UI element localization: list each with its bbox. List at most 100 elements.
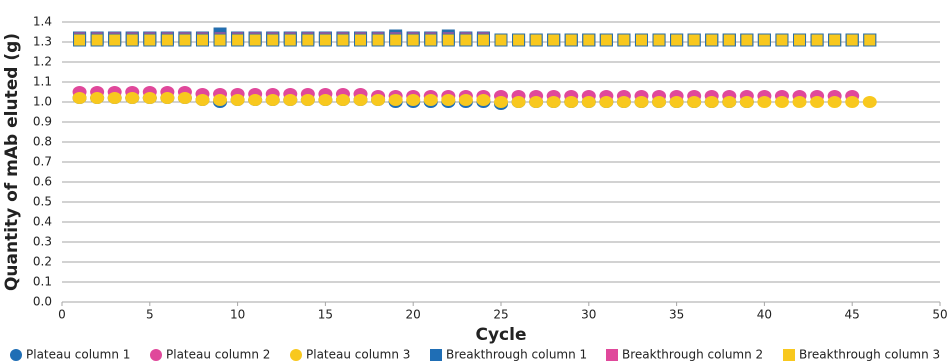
x-tick-label: 10 (230, 308, 245, 322)
point (195, 33, 209, 47)
point (616, 96, 631, 108)
point (195, 94, 210, 106)
y-axis-title: Quantity of mAb eluted (g) (2, 33, 22, 291)
point (177, 92, 192, 104)
x-tick-label: 30 (581, 308, 596, 322)
point (546, 96, 561, 108)
legend-label: Plateau column 2 (166, 348, 270, 362)
point (318, 33, 332, 47)
point (441, 94, 456, 106)
point (564, 96, 579, 108)
y-tick-label: 1.0 (33, 95, 52, 109)
point (652, 96, 667, 108)
point (529, 96, 544, 108)
point (406, 33, 420, 47)
point (511, 96, 526, 108)
x-tick-label: 50 (932, 308, 947, 322)
point (863, 33, 877, 47)
point (265, 94, 280, 106)
point (389, 33, 403, 47)
point (810, 33, 824, 47)
point (687, 33, 701, 47)
y-tick-label: 0.9 (33, 115, 52, 129)
y-tick-label: 0.1 (33, 275, 52, 289)
point (160, 33, 174, 47)
point (529, 33, 543, 47)
point (670, 33, 684, 47)
y-tick-label: 1.2 (33, 55, 52, 69)
point (266, 33, 280, 47)
legend-marker (290, 349, 302, 361)
point (406, 94, 421, 106)
point (774, 96, 789, 108)
point (459, 33, 473, 47)
legend-label: Plateau column 1 (26, 348, 130, 362)
x-tick-label: 5 (146, 308, 154, 322)
point (828, 33, 842, 47)
legend-label: Plateau column 3 (306, 348, 410, 362)
point (476, 94, 491, 106)
y-tick-label: 0.4 (33, 215, 52, 229)
point (108, 33, 122, 47)
point (704, 96, 719, 108)
point (90, 33, 104, 47)
point (458, 94, 473, 106)
point (125, 92, 140, 104)
point (301, 33, 315, 47)
point (722, 96, 737, 108)
point (845, 96, 860, 108)
point (178, 33, 192, 47)
x-tick-label: 20 (406, 308, 421, 322)
point (283, 94, 298, 106)
point (792, 96, 807, 108)
y-tick-label: 1.3 (33, 35, 52, 49)
point (740, 33, 754, 47)
legend-label: Breakthrough column 3 (799, 348, 940, 362)
point (230, 94, 245, 106)
point (90, 92, 105, 104)
point (564, 33, 578, 47)
point (160, 92, 175, 104)
legend-marker (430, 349, 442, 361)
point (353, 94, 368, 106)
point (494, 96, 508, 108)
legend-label: Breakthrough column 1 (446, 348, 587, 362)
point (143, 33, 157, 47)
point (423, 94, 438, 106)
legend-marker (10, 349, 22, 361)
y-tick-label: 1.1 (33, 75, 52, 89)
legend-marker (783, 349, 795, 361)
point (687, 96, 702, 108)
x-axis-title: Cycle (476, 325, 527, 345)
point (634, 96, 649, 108)
x-tick-label: 25 (493, 308, 508, 322)
point (73, 33, 87, 47)
point (617, 33, 631, 47)
point (231, 33, 245, 47)
point (757, 96, 772, 108)
x-tick-label: 45 (845, 308, 860, 322)
point (354, 33, 368, 47)
point (512, 33, 526, 47)
point (581, 96, 596, 108)
point (634, 33, 648, 47)
legend-marker (150, 349, 162, 361)
point (775, 33, 789, 47)
legend-marker (606, 349, 618, 361)
point (494, 33, 508, 47)
y-tick-label: 0.2 (33, 255, 52, 269)
point (300, 94, 315, 106)
y-tick-label: 0.7 (33, 155, 52, 169)
point (793, 33, 807, 47)
point (283, 33, 297, 47)
point (371, 33, 385, 47)
point (248, 33, 262, 47)
point (476, 33, 490, 47)
point (845, 33, 859, 47)
point (599, 96, 614, 108)
point (336, 33, 350, 47)
y-tick-label: 0.0 (33, 295, 52, 309)
point (652, 33, 666, 47)
y-tick-label: 0.5 (33, 195, 52, 209)
